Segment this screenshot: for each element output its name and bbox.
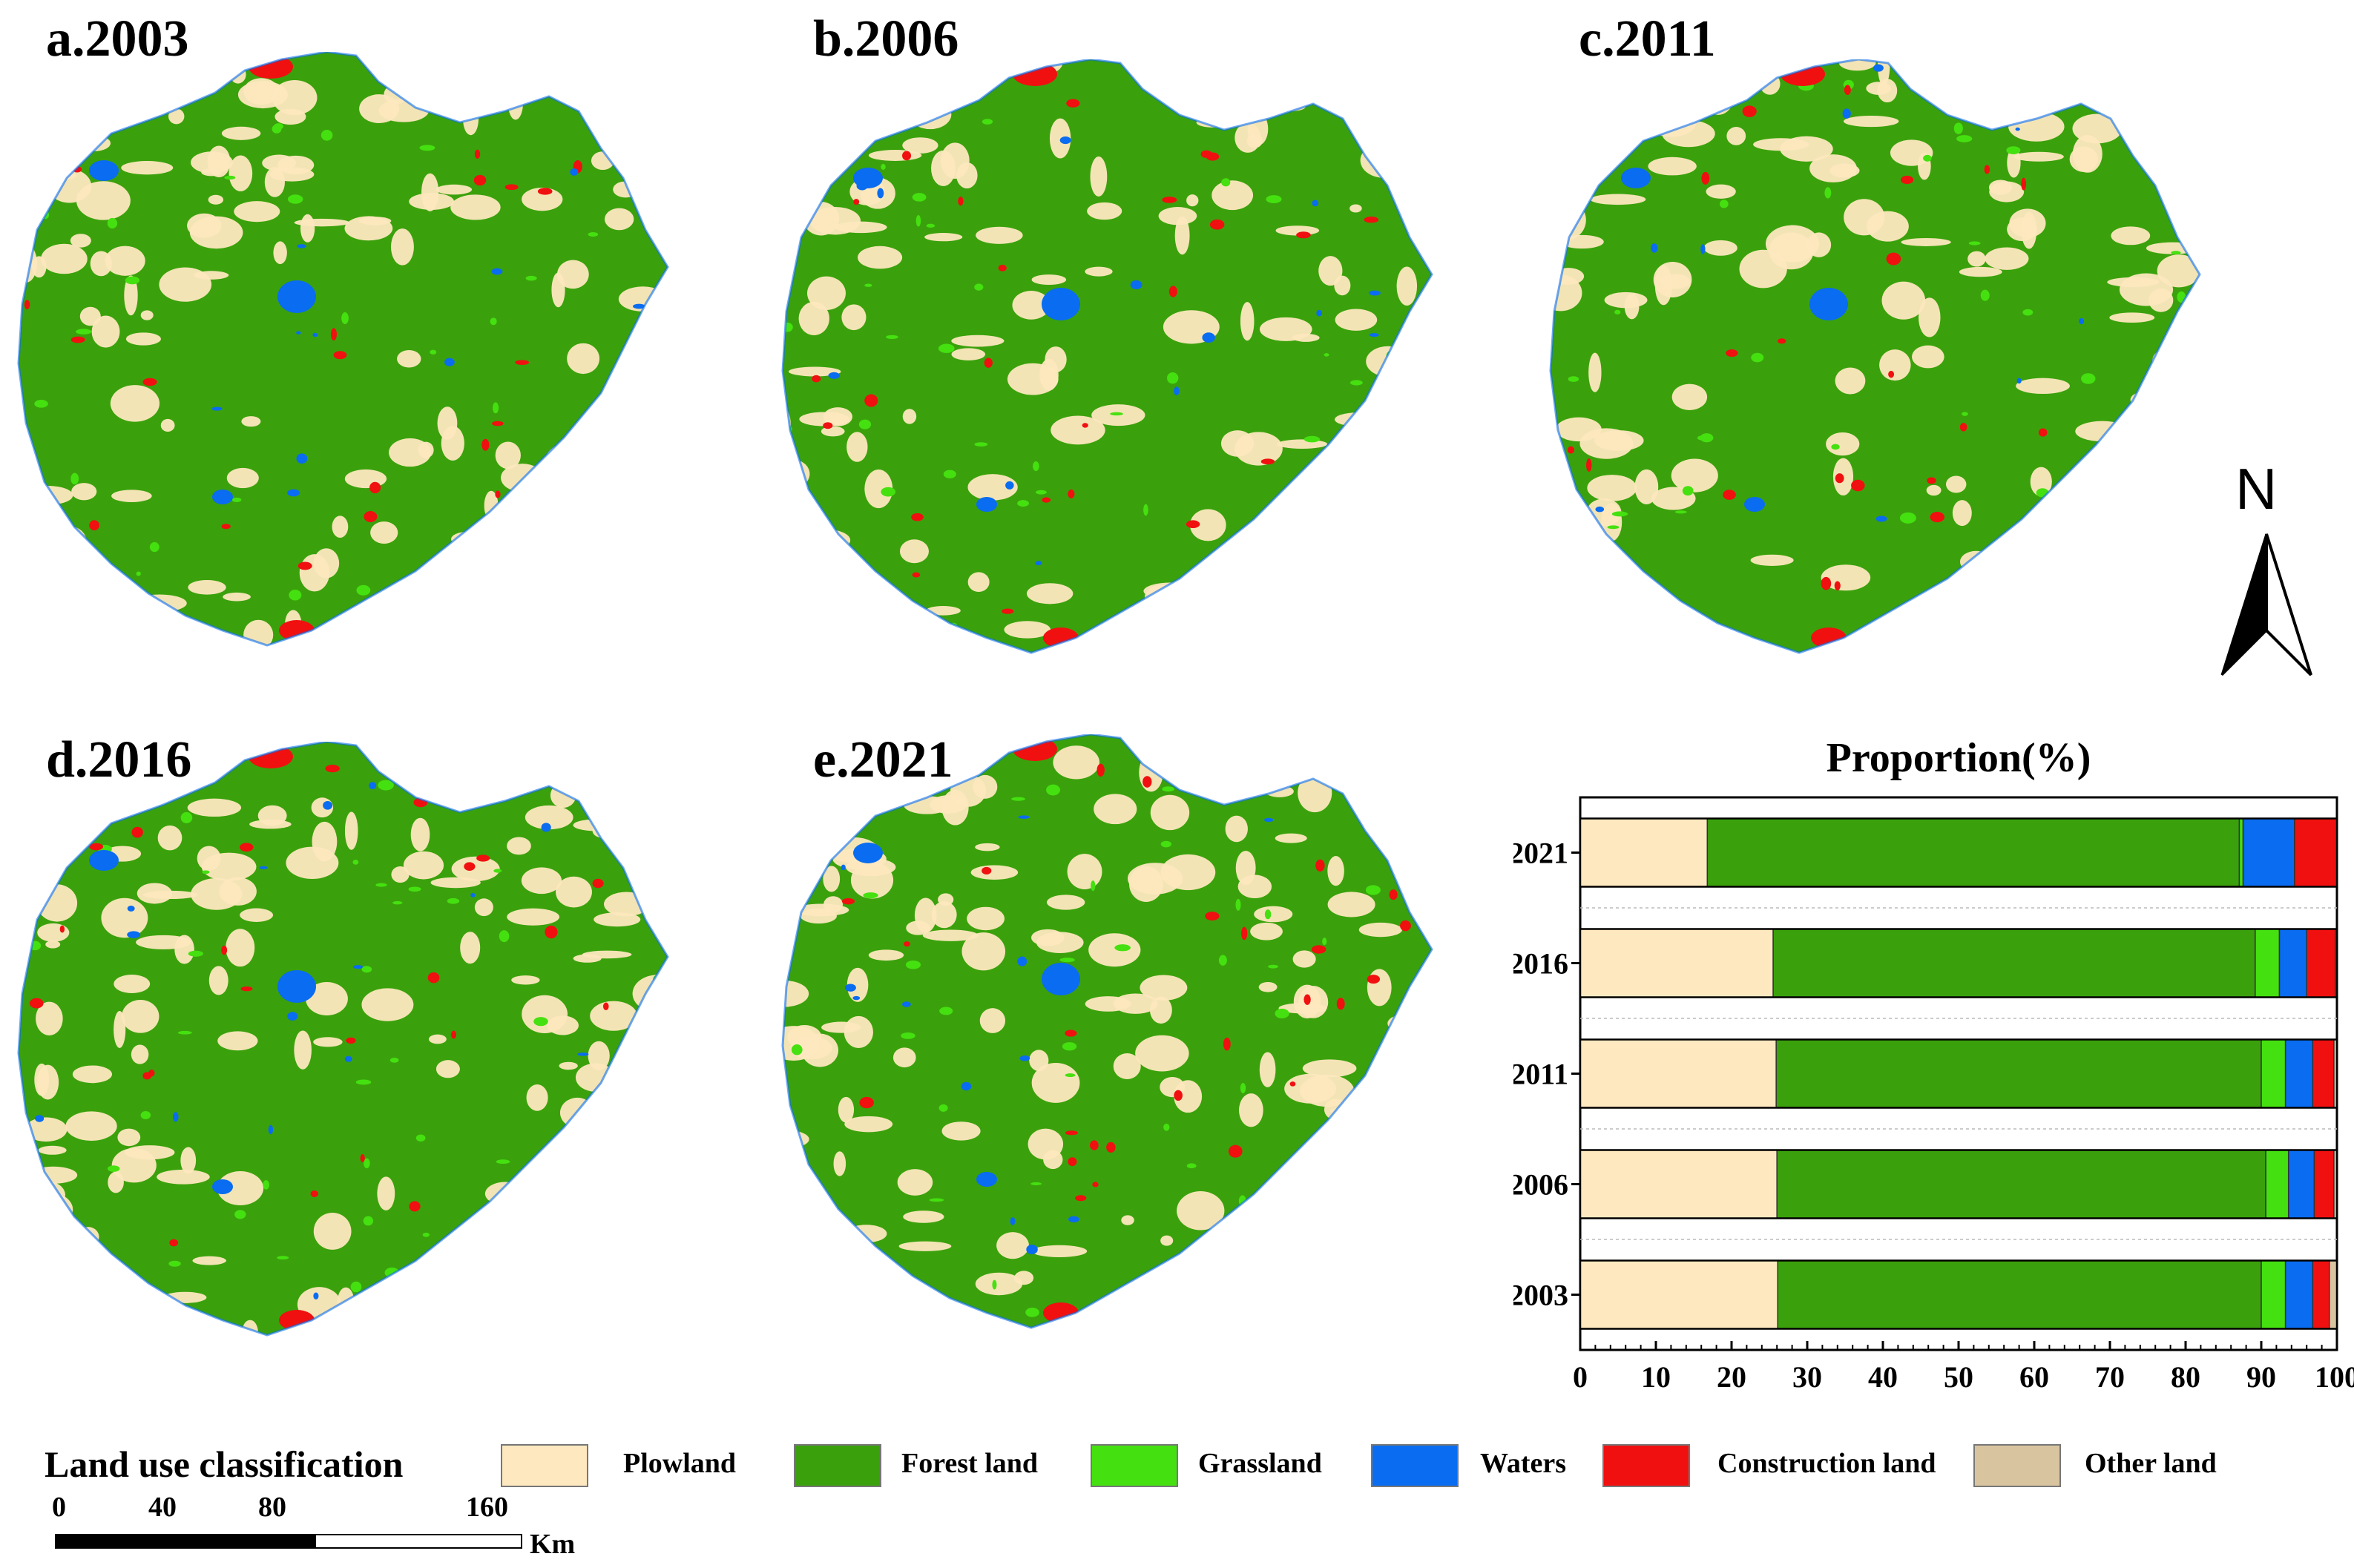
scale-tick-0: 0 bbox=[52, 1492, 66, 1523]
y-tick-label-2011: 2011 bbox=[1513, 1058, 1568, 1091]
x-tick-label-40: 40 bbox=[1868, 1360, 1898, 1394]
bar-2016-construction-land bbox=[2306, 928, 2336, 998]
bar-2003-construction-land bbox=[2312, 1259, 2330, 1330]
bar-2016-plowland bbox=[1579, 928, 1774, 998]
x-tick-label-0: 0 bbox=[1573, 1360, 1588, 1394]
bar-2021-grassland bbox=[2238, 817, 2244, 888]
y-tick-label-2006: 2006 bbox=[1513, 1168, 1568, 1202]
bar-2011-grassland bbox=[2261, 1038, 2286, 1109]
legend-swatch-construction-land bbox=[1602, 1444, 1690, 1487]
bar-2016-grassland bbox=[2255, 928, 2281, 998]
x-tick-label-30: 30 bbox=[1792, 1360, 1822, 1394]
legend-swatch-other-land bbox=[1973, 1444, 2061, 1487]
bar-2006-plowland bbox=[1579, 1149, 1778, 1219]
panel-title-e: e.2021 bbox=[813, 731, 953, 788]
legend-title: Land use classification bbox=[45, 1443, 404, 1485]
bar-2003-waters bbox=[2284, 1259, 2314, 1330]
panel-title-b: b.2006 bbox=[813, 10, 959, 67]
scale-bar-white-segment bbox=[315, 1534, 522, 1549]
bar-2016-forest-land bbox=[1772, 928, 2256, 998]
legend-label-plowland: Plowland bbox=[623, 1448, 737, 1479]
legend-label-grassland: Grassland bbox=[1198, 1448, 1322, 1479]
x-tick-label-20: 20 bbox=[1717, 1360, 1746, 1394]
north-arrow: N bbox=[2207, 460, 2326, 682]
scale-tick-40: 40 bbox=[148, 1492, 177, 1523]
x-tick-label-90: 90 bbox=[2246, 1360, 2276, 1394]
x-tick-label-50: 50 bbox=[1944, 1360, 1973, 1394]
bar-2016-waters bbox=[2278, 928, 2307, 998]
bar-2011-waters bbox=[2284, 1038, 2314, 1109]
land-use-map-2021 bbox=[779, 734, 1521, 1357]
north-arrow-icon bbox=[2220, 533, 2312, 676]
legend-swatch-forest-land bbox=[794, 1444, 881, 1487]
proportion-chart-svg: Proportion(%) 2021 2016 2011 2006 2003 0 10 20 30… bbox=[1509, 735, 2354, 1394]
scale-bar-black-segment bbox=[55, 1534, 315, 1549]
bar-2003-other-land bbox=[2329, 1259, 2338, 1330]
land-use-map-2003 bbox=[15, 52, 757, 675]
legend-label-forest-land: Forest land bbox=[901, 1448, 1039, 1479]
panel-title-c: c.2011 bbox=[1579, 10, 1716, 67]
land-use-map-2016 bbox=[15, 742, 757, 1365]
scale-tick-160: 160 bbox=[466, 1492, 508, 1523]
panel-title-a: a.2003 bbox=[46, 10, 189, 67]
bar-2006-grassland bbox=[2265, 1149, 2289, 1219]
bar-2011-construction-land bbox=[2312, 1038, 2335, 1109]
x-tick-label-10: 10 bbox=[1641, 1360, 1671, 1394]
scale-unit: Km bbox=[530, 1529, 576, 1560]
y-tick-label-2003: 2003 bbox=[1513, 1279, 1568, 1312]
scale-tick-80: 80 bbox=[258, 1492, 286, 1523]
proportion-chart: Proportion(%) 2021 2016 2011 2006 2003 0 10 20 30… bbox=[1509, 734, 2354, 1417]
legend-label-other-land: Other land bbox=[2085, 1448, 2217, 1479]
legend-swatch-grassland bbox=[1091, 1444, 1178, 1487]
chart-title: Proportion(%) bbox=[1827, 735, 2091, 781]
x-tick-label-100: 100 bbox=[2315, 1360, 2354, 1394]
bar-2003-plowland bbox=[1579, 1259, 1778, 1330]
land-use-legend: Land use classification Plowland Forest … bbox=[45, 1443, 2344, 1495]
x-tick-label-80: 80 bbox=[2171, 1360, 2200, 1394]
legend-swatch-plowland bbox=[501, 1444, 588, 1487]
bar-2021-forest-land bbox=[1706, 817, 2240, 888]
y-tick-label-2016: 2016 bbox=[1513, 947, 1568, 981]
y-tick-label-2021: 2021 bbox=[1513, 837, 1568, 870]
bar-2003-grassland bbox=[2261, 1259, 2286, 1330]
bar-2011-plowland bbox=[1579, 1038, 1777, 1109]
bar-2006-construction-land bbox=[2313, 1149, 2335, 1219]
bar-2021-plowland bbox=[1579, 817, 1709, 888]
north-label: N bbox=[2235, 456, 2278, 521]
x-tick-label-70: 70 bbox=[2095, 1360, 2125, 1394]
legend-label-waters: Waters bbox=[1480, 1448, 1567, 1479]
x-tick-label-60: 60 bbox=[2019, 1360, 2049, 1394]
land-use-map-2006 bbox=[779, 59, 1521, 682]
bar-2021-construction-land bbox=[2294, 817, 2338, 888]
panel-title-d: d.2016 bbox=[46, 731, 192, 788]
scale-bar: 0 40 80 160 Km bbox=[52, 1491, 575, 1565]
legend-swatch-waters bbox=[1371, 1444, 1459, 1487]
land-use-map-2011 bbox=[1547, 59, 2289, 682]
bar-2003-forest-land bbox=[1777, 1259, 2262, 1330]
bar-2006-waters bbox=[2287, 1149, 2315, 1219]
bar-2011-forest-land bbox=[1775, 1038, 2262, 1109]
bar-2021-waters bbox=[2242, 817, 2295, 888]
legend-label-construction-land: Construction land bbox=[1717, 1448, 1936, 1479]
bar-2006-forest-land bbox=[1776, 1149, 2266, 1219]
